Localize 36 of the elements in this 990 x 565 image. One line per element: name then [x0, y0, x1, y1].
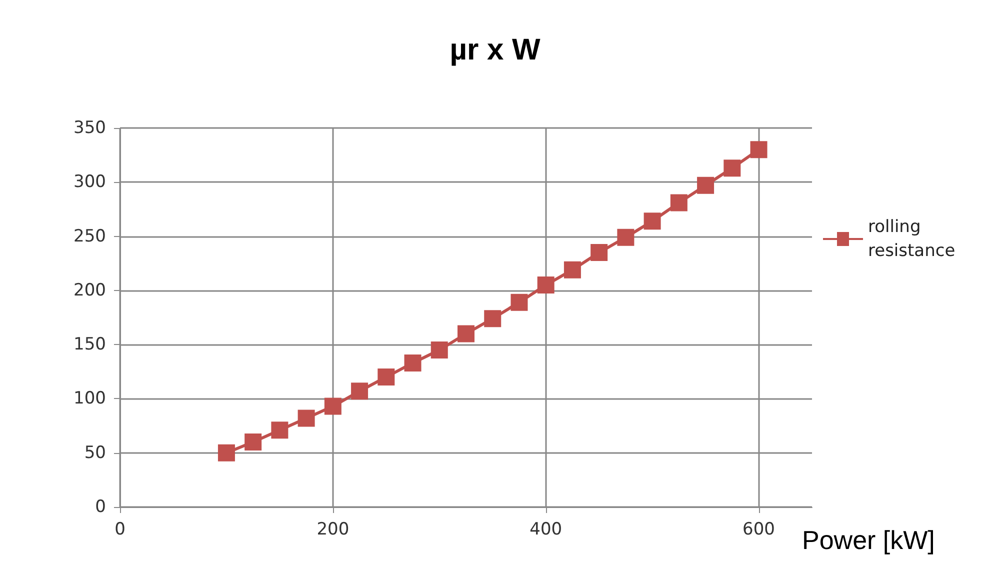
- x-tick-label: 600: [742, 520, 775, 540]
- point: [697, 176, 714, 194]
- point: [484, 310, 502, 328]
- y-tick-label: 150: [74, 334, 106, 355]
- x-tick-label: 400: [530, 520, 562, 540]
- point: [670, 194, 688, 212]
- point: [378, 368, 395, 386]
- y-tick-label: 200: [74, 280, 106, 300]
- chart-title: µr x W: [450, 34, 541, 66]
- y-tick-label: 250: [74, 226, 106, 246]
- point: [644, 212, 661, 230]
- point: [218, 444, 235, 462]
- y-tick-label: 100: [74, 388, 106, 409]
- point: [724, 160, 741, 177]
- x-axis-title: Power [kW]: [802, 525, 935, 555]
- y-tick-label: 50: [84, 442, 106, 463]
- point: [590, 244, 608, 262]
- point: [244, 434, 262, 451]
- point: [324, 398, 342, 415]
- point: [458, 325, 474, 342]
- y-tick-label: 350: [74, 118, 106, 138]
- x-tick-label: 0: [114, 520, 126, 540]
- point: [617, 228, 634, 246]
- x-tick-label: 200: [316, 520, 350, 540]
- legend-label: rolling resistance: [868, 217, 956, 261]
- y-tick-label: 0: [95, 497, 106, 517]
- point: [564, 261, 581, 278]
- point: [271, 422, 288, 439]
- y-tick-label: 300: [74, 172, 106, 192]
- point: [351, 382, 368, 400]
- point: [298, 410, 315, 427]
- point: [537, 276, 554, 294]
- point: [430, 341, 448, 358]
- point: [404, 354, 422, 372]
- point: [750, 141, 768, 158]
- point: [510, 294, 528, 311]
